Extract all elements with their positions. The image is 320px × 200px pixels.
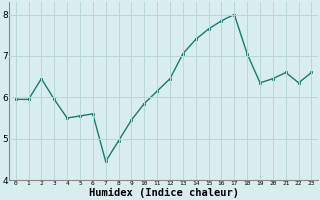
X-axis label: Humidex (Indice chaleur): Humidex (Indice chaleur): [89, 188, 239, 198]
